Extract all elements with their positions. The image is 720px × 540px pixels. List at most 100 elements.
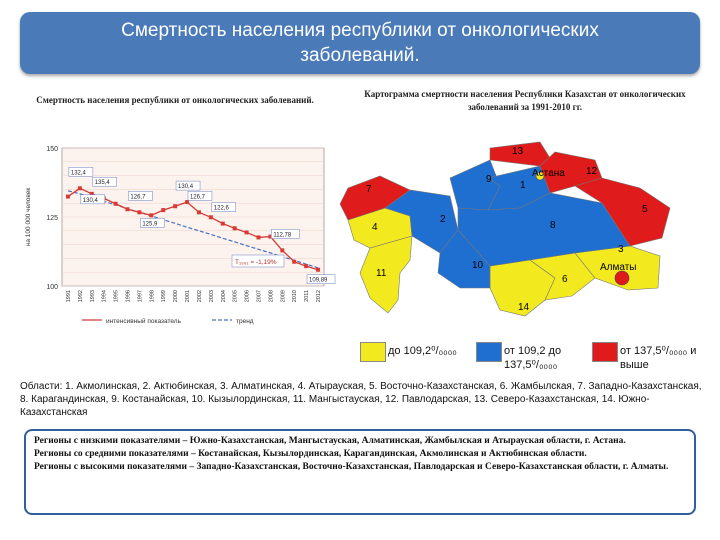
chart-x-tick: 2003 bbox=[209, 290, 215, 302]
chart-data-label: 132,4 bbox=[71, 170, 87, 176]
legend-swatch-yellow bbox=[360, 342, 386, 362]
chart-point bbox=[316, 267, 321, 272]
map-label-9: 9 bbox=[486, 174, 492, 185]
map-label-2: 2 bbox=[440, 214, 446, 225]
chart-data-label-box bbox=[211, 202, 237, 212]
map-label-5: 5 bbox=[642, 204, 648, 215]
map-city-astana-marker bbox=[535, 171, 545, 181]
chart-y-tick: 125 bbox=[46, 215, 58, 222]
chart-point bbox=[292, 259, 297, 264]
chart-data-label-box bbox=[306, 274, 336, 284]
chart-x-tick: 1995 bbox=[114, 290, 120, 302]
map-city-almaty: Алматы bbox=[600, 262, 637, 273]
chart-data-label: 130,4 bbox=[178, 184, 194, 190]
chart-point bbox=[173, 204, 178, 209]
chart-x-tick: 2012 bbox=[316, 290, 322, 302]
chart-data-label-box bbox=[140, 218, 165, 228]
chart-x-tick: 1997 bbox=[137, 290, 143, 302]
chart-x-tick: 2007 bbox=[257, 290, 263, 302]
chart-data-label-box bbox=[128, 191, 153, 201]
chart-point bbox=[125, 207, 130, 212]
summary-high: Регионы с высокими показателями – Западн… bbox=[34, 462, 669, 472]
chart-data-label-box bbox=[68, 167, 94, 177]
kazakhstan-map: 13 12 9 1 7 5 2 8 4 3 10 11 6 14 Астана … bbox=[339, 138, 710, 320]
map-label-3: 3 bbox=[618, 244, 624, 255]
chart-point bbox=[196, 210, 201, 215]
chart-x-tick: 2000 bbox=[173, 290, 179, 302]
chart-x-tick: 2006 bbox=[245, 290, 251, 302]
chart-point bbox=[220, 221, 225, 226]
page-title-line-2: заболеваний. bbox=[300, 45, 420, 66]
chart-point bbox=[137, 210, 142, 215]
mortality-chart: 100 125 150 на 100 000 человек 1991 1992 1993 1… bbox=[16, 140, 336, 340]
chart-data-label: 126,7 bbox=[190, 194, 206, 200]
chart-data-label-box bbox=[80, 194, 106, 205]
chart-point bbox=[256, 235, 261, 240]
chart-data-label: 125,9 bbox=[142, 221, 158, 227]
chart-x-tick: 1994 bbox=[102, 290, 108, 302]
title-banner: Смертность населения республики от онкол… bbox=[20, 12, 700, 74]
summary-box: Регионы с низкими показателями – Южно-Ка… bbox=[24, 429, 696, 515]
chart-point bbox=[65, 194, 70, 199]
regions-list: Области: 1. Акмолинская, 2. Актюбинская,… bbox=[20, 381, 702, 418]
chart-x-tick: 2009 bbox=[280, 290, 286, 302]
summary-low: Регионы с низкими показателями – Южно-Ка… bbox=[34, 436, 626, 446]
chart-x-tick: 1992 bbox=[78, 290, 84, 302]
chart-point bbox=[304, 264, 309, 269]
legend-label-low: до 109,2⁰/₀₀₀₀ bbox=[388, 345, 457, 357]
chart-point bbox=[208, 215, 213, 220]
map-label-8: 8 bbox=[550, 220, 556, 231]
chart-data-label: 112,78 bbox=[273, 232, 292, 238]
chart-x-tick: 2005 bbox=[233, 290, 239, 302]
map-label-1: 1 bbox=[520, 180, 526, 191]
chart-x-tick: 1993 bbox=[90, 290, 96, 302]
chart-x-tick: 2008 bbox=[268, 290, 274, 302]
chart-x-tick: 2004 bbox=[221, 290, 227, 302]
map-label-6: 6 bbox=[562, 274, 568, 285]
map-label-7: 7 bbox=[366, 184, 372, 195]
chart-point bbox=[280, 248, 285, 253]
legend-swatch-blue bbox=[476, 342, 502, 362]
chart-data-label: 109,89 bbox=[309, 278, 328, 284]
chart-y-tick: 150 bbox=[46, 146, 58, 153]
map-label-4: 4 bbox=[372, 222, 378, 233]
chart-annotation-box bbox=[231, 254, 285, 268]
map-caption: Картограмма смертности населения Республ… bbox=[364, 89, 686, 112]
chart-data-label: 122,6 bbox=[214, 206, 230, 212]
chart-x-tick: 1999 bbox=[161, 290, 167, 302]
chart-point bbox=[149, 213, 154, 218]
map-label-10: 10 bbox=[472, 260, 484, 271]
kazakhstan-map-svg: 13 12 9 1 7 5 2 8 4 3 10 11 6 14 Астана … bbox=[339, 141, 671, 317]
chart-point bbox=[268, 234, 273, 239]
chart-legend-main: интенсивный показатель bbox=[106, 317, 182, 325]
map-label-11: 11 bbox=[376, 268, 387, 279]
chart-point bbox=[161, 208, 166, 213]
chart-x-tick: 1996 bbox=[126, 290, 132, 302]
map-region-kyzylorda bbox=[437, 229, 491, 289]
chart-y-axis-label: на 100 000 человек bbox=[25, 188, 32, 247]
chart-x-tick: 1998 bbox=[149, 290, 155, 302]
chart-x-tick: 2001 bbox=[185, 290, 191, 302]
chart-data-label-box bbox=[187, 191, 213, 201]
map-legend: до 109,2⁰/₀₀₀₀ от 109,2 до 137,5⁰/₀₀₀₀ о… bbox=[360, 338, 710, 378]
chart-data-label-box bbox=[175, 180, 201, 191]
legend-label-mid: от 109,2 до 137,5⁰/₀₀₀₀ bbox=[504, 345, 562, 371]
map-city-almaty-marker bbox=[614, 270, 630, 286]
chart-data-label: 130,4 bbox=[83, 198, 99, 204]
chart-caption: Смертность населения республики от онкол… bbox=[36, 95, 314, 105]
chart-data-label: 135,4 bbox=[95, 180, 111, 186]
chart-point bbox=[244, 230, 249, 235]
chart-y-tick: 100 bbox=[46, 284, 58, 291]
legend-label-high: от 137,5⁰/₀₀₀₀ и выше bbox=[620, 345, 697, 371]
summary-mid: Регионы со средними показателями – Коста… bbox=[34, 449, 587, 459]
chart-x-tick: 2010 bbox=[292, 290, 298, 302]
chart-point bbox=[77, 186, 82, 191]
chart-data-label-box bbox=[92, 176, 117, 187]
chart-legend-trend: тренд bbox=[236, 318, 254, 325]
map-label-13: 13 bbox=[512, 146, 524, 157]
chart-point bbox=[185, 200, 190, 205]
chart-x-tick: 1991 bbox=[66, 290, 72, 302]
legend-swatch-red bbox=[592, 342, 618, 362]
chart-annotation: T₁₉₉₁ = -1,19% bbox=[235, 259, 277, 266]
map-label-12: 12 bbox=[586, 166, 598, 177]
